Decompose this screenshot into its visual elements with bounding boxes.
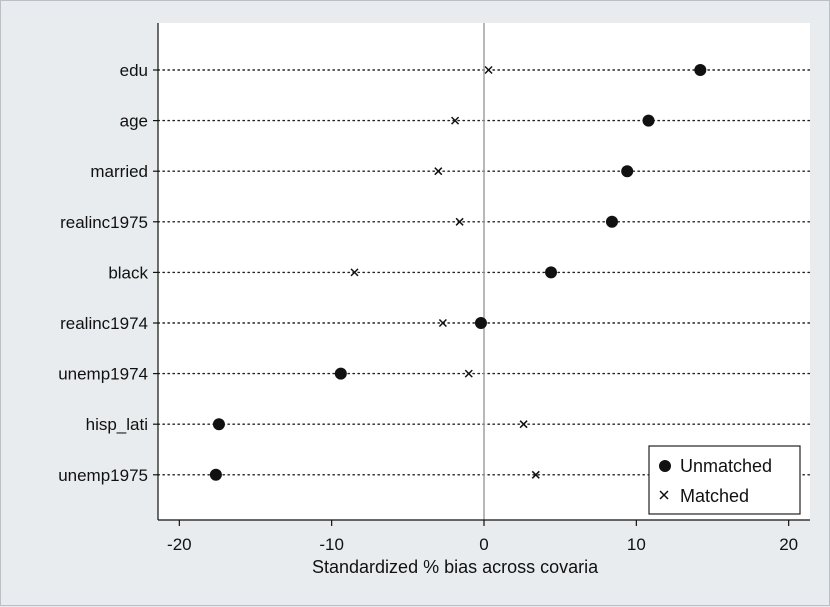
y-tick-label-hisp_lati: hisp_lati [86, 415, 148, 434]
y-tick-label-realinc1975: realinc1975 [60, 213, 148, 232]
matched-point-married [434, 167, 443, 176]
unmatched-point-age [642, 114, 655, 127]
matched-point-black [350, 268, 359, 277]
x-tick-label: 0 [479, 535, 488, 554]
x-tick-label: -10 [319, 535, 344, 554]
unmatched-point-unemp1975 [209, 468, 222, 481]
unmatched-point-unemp1974 [334, 367, 347, 380]
unmatched-point-edu [694, 64, 707, 76]
legend-marker-unmatched [659, 460, 671, 472]
x-tick-label: 10 [627, 535, 646, 554]
y-tick-label-unemp1975: unemp1975 [58, 466, 148, 485]
matched-point-unemp1974 [464, 369, 473, 378]
unmatched-point-married [621, 165, 634, 178]
x-axis-label: Standardized % bias across covaria [312, 557, 599, 577]
x-tick-label: 20 [779, 535, 798, 554]
unmatched-point-hisp_lati [212, 418, 225, 431]
y-tick-label-edu: edu [120, 61, 148, 80]
y-tick-label-black: black [108, 263, 148, 282]
unmatched-point-realinc1975 [605, 215, 618, 228]
unmatched-point-black [545, 266, 558, 279]
x-tick-label: -20 [167, 535, 192, 554]
legend-box [648, 445, 801, 515]
y-tick-label-unemp1974: unemp1974 [58, 365, 148, 384]
y-tick-label-realinc1974: realinc1974 [60, 314, 148, 333]
legend-marker-matched [659, 490, 669, 500]
matched-point-age [451, 116, 460, 125]
y-tick-label-married: married [90, 162, 148, 181]
matched-point-edu [484, 65, 493, 75]
matched-point-realinc1974 [438, 318, 447, 328]
legend-label-matched: Matched [680, 486, 749, 506]
y-tick-label-age: age [120, 112, 148, 131]
legend-label-unmatched: Unmatched [680, 456, 772, 476]
unmatched-point-realinc1974 [474, 317, 487, 329]
matched-point-hisp_lati [519, 420, 528, 429]
matched-point-unemp1975 [531, 470, 540, 479]
legend: Unmatched Matched [648, 445, 801, 515]
matched-point-realinc1975 [455, 217, 464, 226]
